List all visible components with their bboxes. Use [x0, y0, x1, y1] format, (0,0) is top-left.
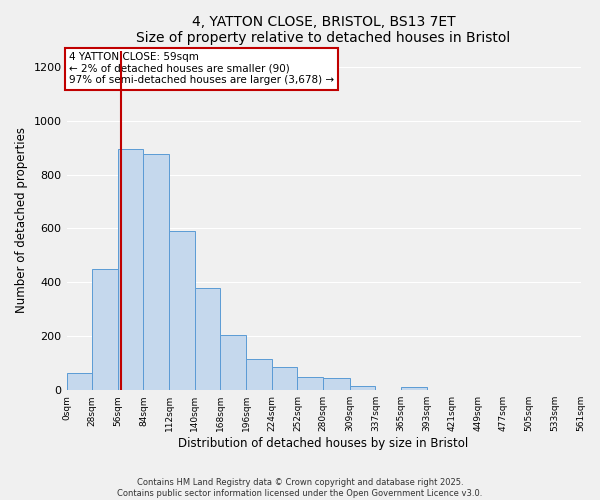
Bar	[169, 231, 195, 390]
Bar	[272, 368, 298, 390]
Bar	[246, 359, 272, 390]
Bar	[401, 387, 427, 390]
Bar	[220, 335, 246, 390]
Y-axis label: Number of detached properties: Number of detached properties	[15, 128, 28, 314]
Bar	[92, 269, 118, 390]
Bar	[143, 154, 169, 390]
Bar	[118, 149, 143, 390]
X-axis label: Distribution of detached houses by size in Bristol: Distribution of detached houses by size …	[178, 437, 469, 450]
Text: 4 YATTON CLOSE: 59sqm
← 2% of detached houses are smaller (90)
97% of semi-detac: 4 YATTON CLOSE: 59sqm ← 2% of detached h…	[69, 52, 334, 86]
Bar	[323, 378, 350, 390]
Bar	[350, 386, 375, 390]
Bar	[298, 376, 323, 390]
Title: 4, YATTON CLOSE, BRISTOL, BS13 7ET
Size of property relative to detached houses : 4, YATTON CLOSE, BRISTOL, BS13 7ET Size …	[136, 15, 511, 45]
Bar	[195, 288, 220, 390]
Bar	[67, 372, 92, 390]
Text: Contains HM Land Registry data © Crown copyright and database right 2025.
Contai: Contains HM Land Registry data © Crown c…	[118, 478, 482, 498]
